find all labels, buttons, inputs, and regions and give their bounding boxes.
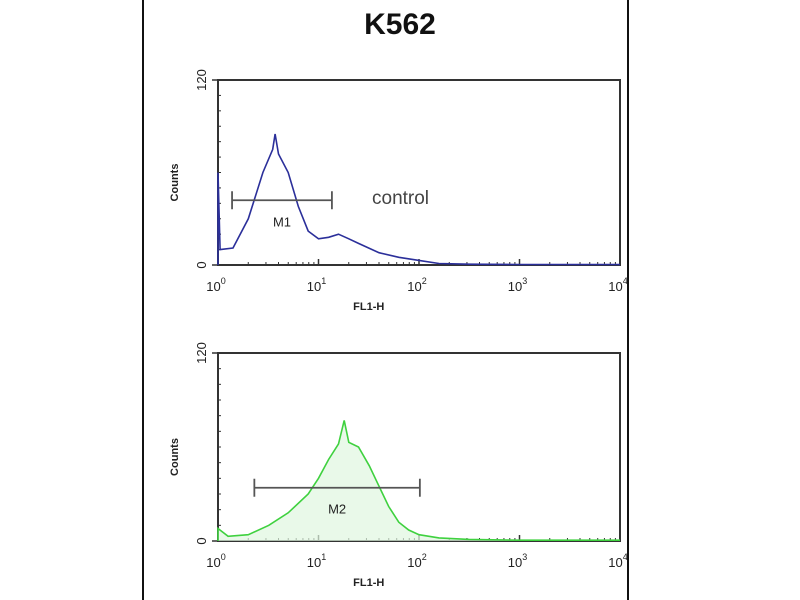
- x-tick-label: 103: [508, 276, 527, 294]
- gate-label: M1: [273, 214, 291, 229]
- x-tick-label: 103: [508, 552, 527, 570]
- x-tick-label: 100: [206, 552, 225, 570]
- histogram-panel-2: 100 101 102 103 104 0 120 FL1-H Counts M2: [169, 342, 628, 589]
- gate-label: M2: [328, 502, 346, 517]
- x-tick-label: 102: [407, 552, 426, 570]
- y-tick-label: 120: [194, 69, 209, 91]
- x-tick-label: 101: [307, 276, 326, 294]
- histogram-line: [217, 133, 620, 266]
- x-axis-label: FL1-H: [353, 301, 384, 313]
- plot-frame: [217, 352, 621, 542]
- y-tick-label: 0: [194, 537, 209, 544]
- y-tick-label: 0: [194, 261, 209, 268]
- x-tick-label: 104: [608, 276, 627, 294]
- histogram-panel-1: 100 101 102 103 104 0 120 FL1-H Counts M1 control: [169, 69, 628, 313]
- x-tick-label: 102: [407, 276, 426, 294]
- x-axis-label: FL1-H: [353, 577, 384, 589]
- histogram-line: [217, 420, 620, 541]
- annotation-control: control: [372, 188, 429, 209]
- figure-title: K562: [364, 8, 436, 41]
- plot-frame: [217, 79, 621, 266]
- y-axis-label: Counts: [169, 438, 181, 476]
- histogram-fill: [218, 420, 620, 541]
- x-tick-label: 100: [206, 276, 225, 294]
- y-axis-label: Counts: [169, 164, 181, 202]
- y-tick-label: 120: [194, 342, 209, 364]
- x-tick-label: 101: [307, 552, 326, 570]
- x-tick-label: 104: [608, 552, 627, 570]
